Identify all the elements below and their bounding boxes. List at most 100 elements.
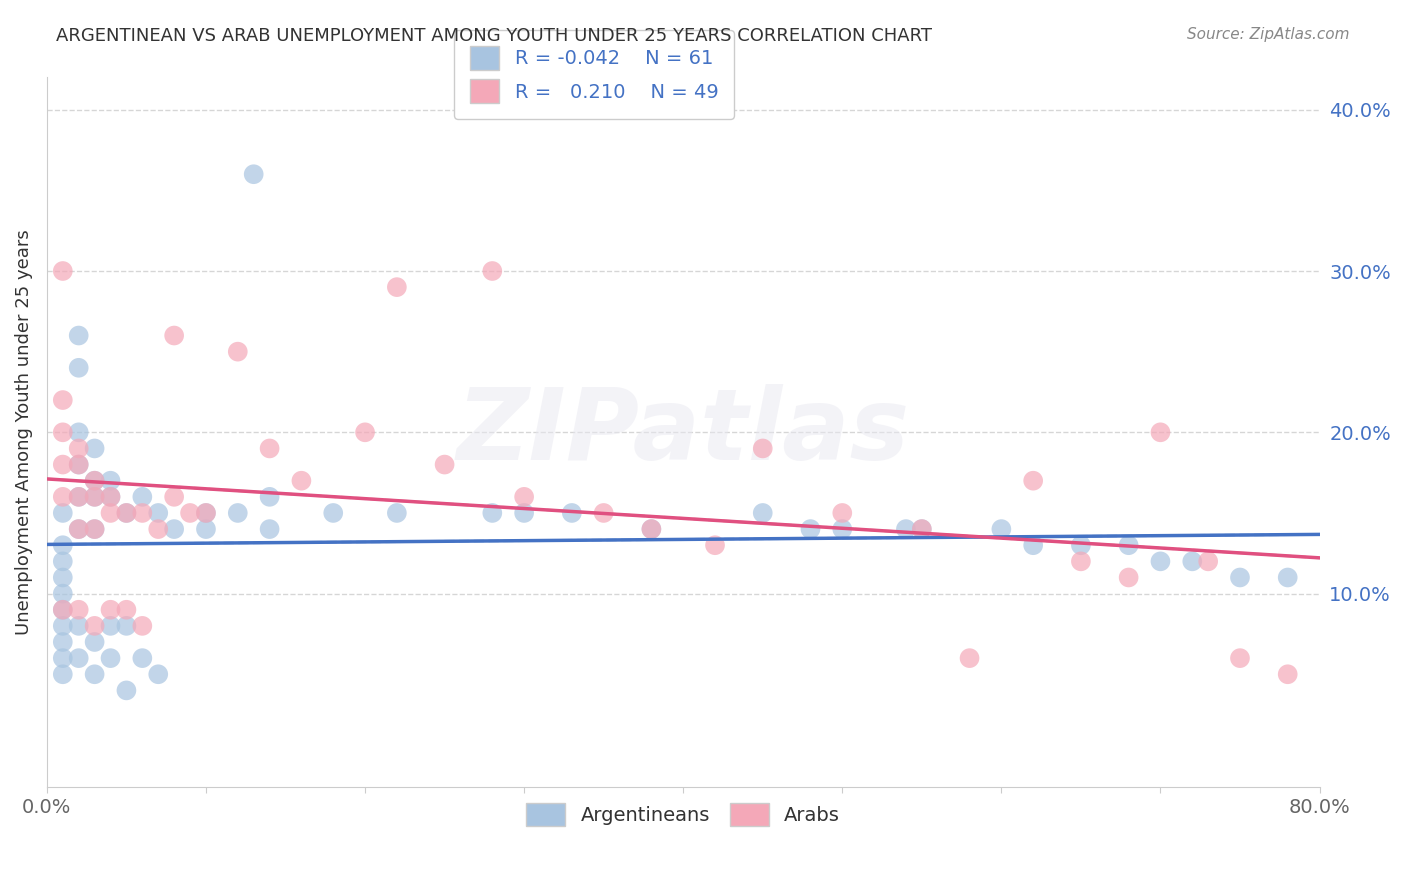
Point (83, 522, 105, 536)
Point (115, 683, 138, 698)
Point (1149, 425, 1171, 440)
Point (640, 522, 662, 536)
Point (67, 522, 90, 536)
Point (385, 506, 408, 520)
Text: ARGENTINEAN VS ARAB UNEMPLOYMENT AMONG YOUTH UNDER 25 YEARS CORRELATION CHART: ARGENTINEAN VS ARAB UNEMPLOYMENT AMONG Y… (56, 27, 932, 45)
Point (67, 442, 90, 456)
Point (911, 522, 934, 536)
Point (52, 619, 75, 633)
Point (194, 506, 217, 520)
Point (226, 506, 249, 520)
Point (481, 506, 503, 520)
Point (67, 458, 90, 472)
Point (67, 522, 90, 536)
Point (259, 490, 281, 504)
Point (52, 490, 75, 504)
Point (67, 490, 90, 504)
Point (67, 619, 90, 633)
Point (100, 506, 122, 520)
Point (100, 490, 122, 504)
Point (894, 522, 917, 536)
Point (226, 344, 249, 359)
Point (831, 506, 853, 520)
Point (433, 458, 456, 472)
Point (1229, 570, 1251, 584)
Point (52, 538, 75, 552)
Point (959, 651, 981, 665)
Point (640, 522, 662, 536)
Point (83, 522, 105, 536)
Point (831, 522, 853, 536)
Point (1149, 554, 1171, 568)
Point (990, 522, 1012, 536)
Point (290, 474, 312, 488)
Point (115, 506, 138, 520)
Point (100, 651, 122, 665)
Point (100, 490, 122, 504)
Point (67, 328, 90, 343)
Point (115, 506, 138, 520)
Point (481, 264, 503, 278)
Point (131, 651, 153, 665)
Point (115, 619, 138, 633)
Point (131, 619, 153, 633)
Point (52, 392, 75, 407)
Point (52, 603, 75, 617)
Point (67, 425, 90, 440)
Point (179, 506, 201, 520)
Point (513, 490, 536, 504)
Point (194, 522, 217, 536)
Point (163, 522, 186, 536)
Point (52, 603, 75, 617)
Point (354, 425, 377, 440)
Point (561, 506, 583, 520)
Point (385, 280, 408, 294)
Point (911, 522, 934, 536)
Point (67, 603, 90, 617)
Point (704, 538, 727, 552)
Point (751, 442, 773, 456)
Point (1197, 554, 1219, 568)
Point (1070, 538, 1092, 552)
Point (67, 490, 90, 504)
Point (83, 474, 105, 488)
Point (52, 667, 75, 681)
Legend: Argentineans, Arabs: Argentineans, Arabs (519, 795, 848, 834)
Point (52, 458, 75, 472)
Point (163, 328, 186, 343)
Point (83, 474, 105, 488)
Y-axis label: Unemployment Among Youth under 25 years: Unemployment Among Youth under 25 years (15, 229, 32, 635)
Point (242, 167, 264, 181)
Point (67, 651, 90, 665)
Point (148, 522, 170, 536)
Text: Source: ZipAtlas.com: Source: ZipAtlas.com (1187, 27, 1350, 42)
Point (83, 619, 105, 633)
Text: ZIPatlas: ZIPatlas (457, 384, 910, 481)
Point (52, 506, 75, 520)
Point (1118, 570, 1140, 584)
Point (1022, 474, 1045, 488)
Point (83, 667, 105, 681)
Point (100, 619, 122, 633)
Point (163, 490, 186, 504)
Point (513, 506, 536, 520)
Point (52, 554, 75, 568)
Point (1229, 651, 1251, 665)
Point (100, 603, 122, 617)
Point (1022, 538, 1045, 552)
Point (1277, 570, 1299, 584)
Point (1118, 538, 1140, 552)
Point (115, 603, 138, 617)
Point (1181, 554, 1204, 568)
Point (1277, 667, 1299, 681)
Point (148, 506, 170, 520)
Point (322, 506, 344, 520)
Point (259, 442, 281, 456)
Point (67, 360, 90, 375)
Point (52, 425, 75, 440)
Point (131, 490, 153, 504)
Point (259, 522, 281, 536)
Point (148, 667, 170, 681)
Point (592, 506, 614, 520)
Point (67, 458, 90, 472)
